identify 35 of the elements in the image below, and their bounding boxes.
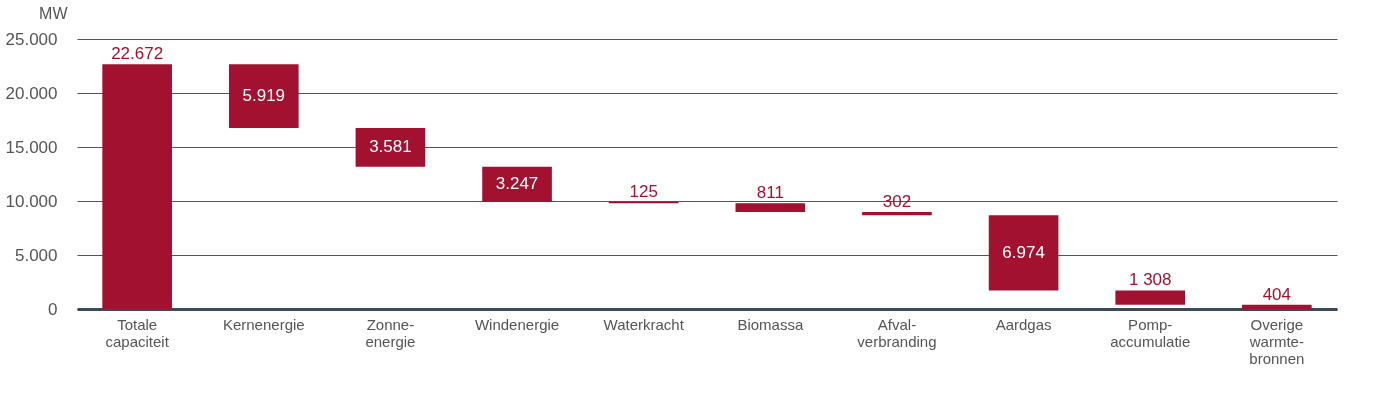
x-tick-label: Windenergie	[474, 315, 560, 333]
x-tick-label: Aardgas	[995, 315, 1052, 333]
y-tick-label: 20.000	[5, 83, 58, 103]
y-tick-label: 15.000	[5, 137, 58, 157]
bar	[482, 166, 552, 202]
y-tick-label: 25.000	[5, 29, 58, 49]
data-label: 811	[756, 183, 784, 203]
bar	[1242, 304, 1312, 309]
data-label: 6.974	[1002, 242, 1045, 262]
data-label: 404	[1262, 284, 1292, 304]
x-tick-label: Zonne-energie	[365, 315, 416, 350]
data-label: 125	[629, 181, 658, 201]
data-label: 3.581	[369, 137, 412, 157]
data-label: 1 308	[1128, 270, 1172, 290]
x-tick-label: Afval-verbranding	[857, 315, 937, 350]
data-label: 22.672	[111, 44, 164, 64]
data-label: 3.247	[495, 174, 539, 194]
bar	[988, 215, 1059, 291]
bar	[102, 64, 172, 309]
x-tick-label: Pomp-accumulatie	[1110, 315, 1191, 350]
bar	[735, 203, 806, 212]
x-tick-label: Kernenergie	[222, 315, 305, 333]
x-tick-label: Biomassa	[737, 315, 804, 333]
bar	[228, 64, 299, 129]
y-tick-label: 5.000	[14, 245, 58, 265]
x-tick-label: Totale capaciteit	[105, 315, 170, 350]
y-axis-title: MW	[39, 4, 69, 22]
x-tick-label: Waterkracht	[603, 315, 685, 333]
x-tick-label: Overige warmte-bronnen	[1248, 315, 1305, 367]
y-tick-label: 0	[48, 299, 58, 319]
data-label: 5.919	[242, 86, 286, 106]
bar	[1115, 290, 1186, 305]
y-tick-label: 10.000	[5, 191, 58, 211]
bar	[862, 211, 932, 216]
bar	[355, 128, 426, 167]
